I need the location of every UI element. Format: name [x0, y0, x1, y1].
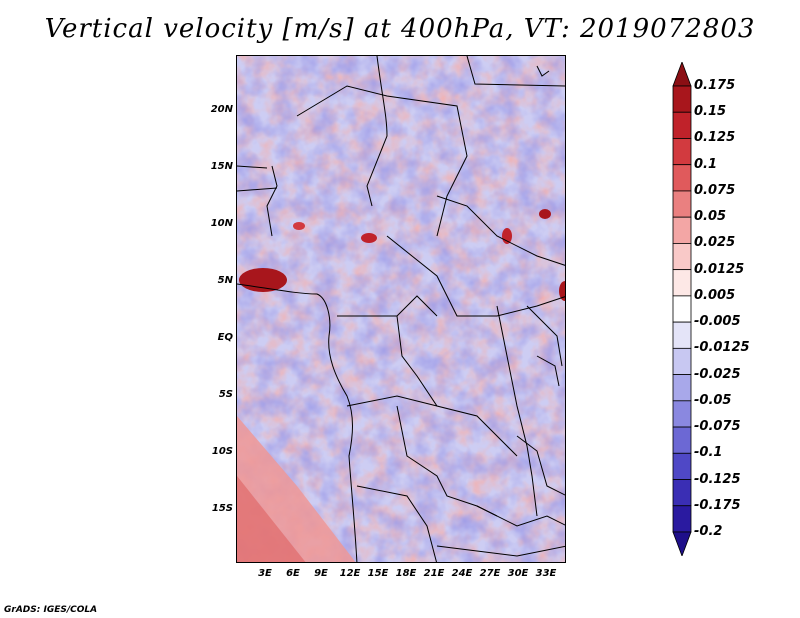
colorbar-bin	[672, 190, 692, 218]
colorbar-label: 0.025	[694, 235, 736, 251]
lon-label-24e: 24E	[451, 568, 473, 579]
colorbar-bin	[672, 62, 692, 87]
colorbar-label: -0.2	[694, 524, 723, 539]
lon-label-3e: 3E	[258, 568, 272, 579]
grads-credit: GrADS: IGES/COLA	[4, 605, 98, 615]
lon-label-30e: 30E	[507, 568, 529, 579]
colorbar-label: -0.0125	[694, 340, 750, 356]
map-field	[237, 56, 565, 562]
colorbar-bin	[672, 138, 692, 166]
colorbar-label: -0.1	[694, 445, 723, 461]
lon-label-21e: 21E	[423, 568, 445, 579]
colorbar-bin	[672, 243, 692, 271]
lon-label-18e: 18E	[395, 568, 417, 579]
colorbar-label: -0.05	[694, 392, 732, 408]
colorbar-bin	[672, 85, 692, 113]
colorbar-label: 0.05	[694, 209, 727, 225]
colorbar-label: 0.175	[694, 78, 736, 93]
colorbar-bin	[672, 531, 692, 556]
lon-label-12e: 12E	[339, 568, 361, 579]
colorbar-label: 0.0125	[694, 261, 745, 277]
lon-label-9e: 9E	[314, 568, 328, 579]
colorbar-bin	[672, 452, 692, 480]
lon-label-15e: 15E	[367, 568, 389, 579]
colorbar-bin	[672, 400, 692, 428]
colorbar-bin	[672, 216, 692, 244]
colorbar-label: -0.005	[694, 314, 741, 330]
colorbar-bin	[672, 426, 692, 454]
map-title: Vertical velocity [m/s] at 400hPa, VT: 2…	[44, 14, 756, 44]
colorbar-bin	[672, 347, 692, 375]
lon-label-6e: 6E	[286, 568, 300, 579]
colorbar-bin	[672, 164, 692, 192]
colorbar-label: 0.005	[694, 287, 736, 303]
lat-label-10s: 10S	[211, 446, 233, 457]
colorbar-label: -0.125	[694, 471, 741, 487]
colorbar-bin	[672, 479, 692, 507]
colorbar-bin	[672, 269, 692, 297]
colorbar-label: 0.125	[694, 130, 736, 146]
colorbar-label: 0.15	[694, 104, 727, 120]
colorbar-label: -0.075	[694, 419, 741, 435]
lon-label-27e: 27E	[479, 568, 501, 579]
lat-label-eq: EQ	[217, 332, 233, 343]
colorbar-bin	[672, 111, 692, 139]
velocity-map	[236, 55, 566, 563]
lat-label-10n: 10N	[210, 218, 233, 229]
colorbar-bin	[672, 505, 692, 533]
lat-label-5n: 5N	[217, 275, 233, 286]
colorbar-label: -0.175	[694, 497, 741, 513]
lat-label-20n: 20N	[210, 104, 233, 115]
colorbar-bin	[672, 374, 692, 402]
lat-label-15s: 15S	[211, 503, 233, 514]
lon-label-33e: 33E	[535, 568, 557, 579]
colorbar-bin	[672, 321, 692, 349]
colorbar-label: 0.1	[694, 156, 718, 172]
colorbar-bin	[672, 295, 692, 323]
lat-label-5s: 5S	[218, 389, 233, 400]
colorbar	[672, 62, 692, 556]
lat-label-15n: 15N	[210, 161, 233, 172]
colorbar-label: -0.025	[694, 366, 741, 382]
colorbar-label: 0.075	[694, 182, 736, 198]
